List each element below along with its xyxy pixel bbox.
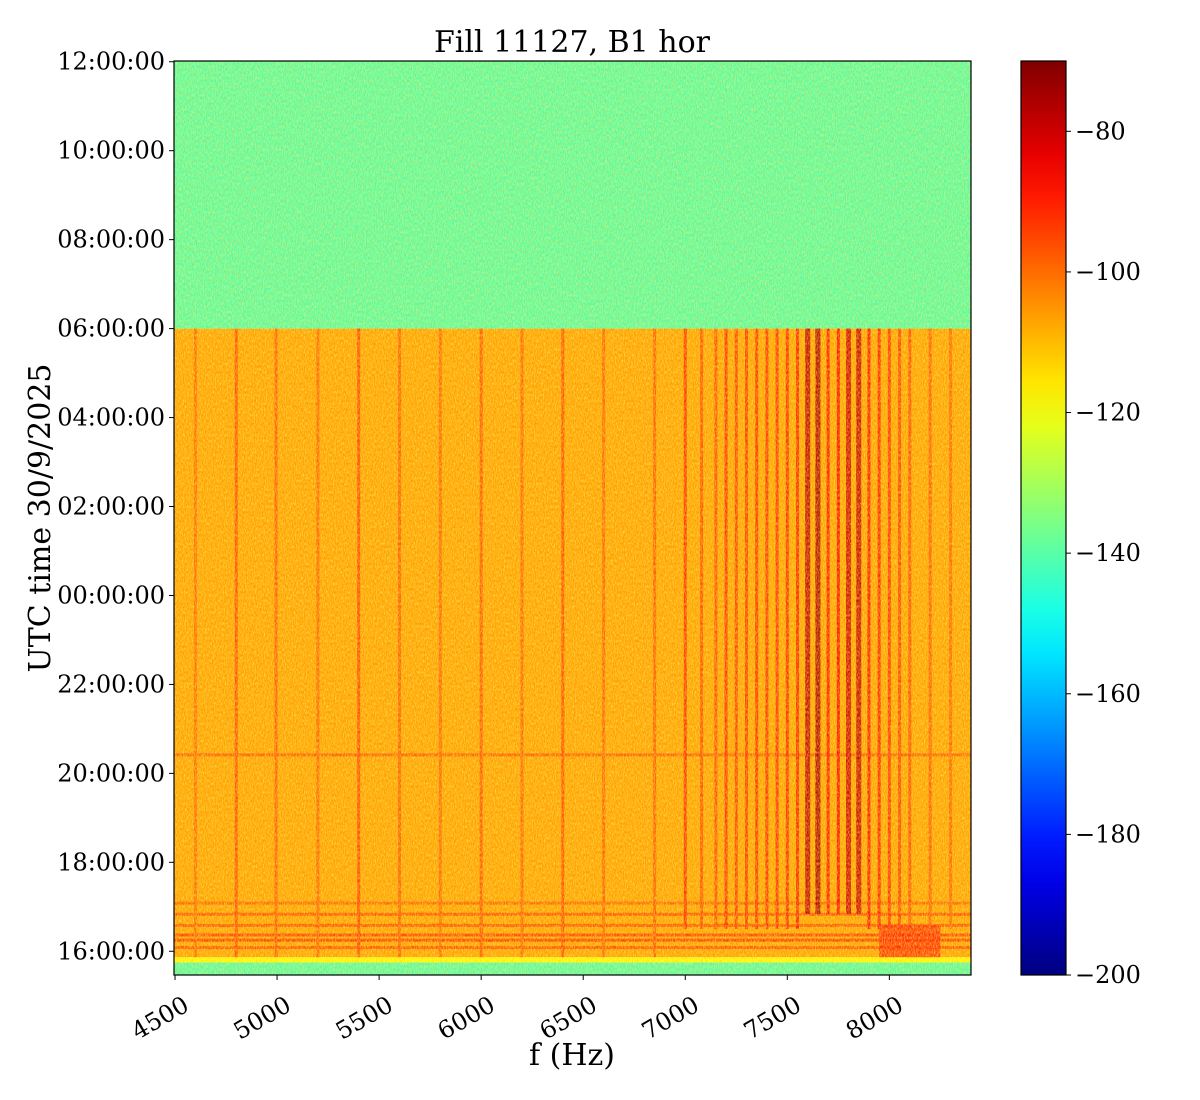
y-axis: 12:00:00 10:00:00 08:00:00 06:00:00 04:00:00… bbox=[57, 48, 174, 965]
x-axis-label: f (Hz) bbox=[529, 1038, 615, 1073]
colorbar-axis: −80 −100 −120 −140 −160 −180 −200 bbox=[1066, 117, 1141, 989]
x-tick-label: 7500 bbox=[739, 991, 806, 1046]
y-tick-label: 12:00:00 bbox=[57, 48, 165, 76]
x-tick-label: 5000 bbox=[229, 991, 296, 1046]
y-tick-label: 04:00:00 bbox=[57, 404, 165, 432]
noise-texture-2 bbox=[174, 61, 971, 975]
y-tick-label: 02:00:00 bbox=[57, 493, 165, 521]
colorbar-tick-label: −100 bbox=[1075, 258, 1141, 286]
colorbar-tick-label: −80 bbox=[1075, 117, 1126, 145]
y-tick-label: 20:00:00 bbox=[57, 759, 165, 787]
y-tick-label: 18:00:00 bbox=[57, 848, 165, 876]
y-tick-label: 00:00:00 bbox=[57, 581, 165, 609]
chart-title: Fill 11127, B1 hor bbox=[434, 25, 711, 60]
y-tick-label: 08:00:00 bbox=[57, 226, 165, 254]
colorbar-tick-label: −120 bbox=[1075, 399, 1141, 427]
y-axis-label: UTC time 30/9/2025 bbox=[23, 364, 58, 673]
x-tick-label: 8000 bbox=[841, 991, 908, 1046]
colorbar-tick-label: −180 bbox=[1075, 820, 1141, 848]
y-tick-label: 06:00:00 bbox=[57, 315, 165, 343]
colorbar bbox=[1020, 60, 1067, 976]
x-axis: 4500 5000 5500 6000 6500 7000 7500 8000 bbox=[127, 975, 908, 1045]
plot-area bbox=[174, 61, 971, 975]
y-tick-label: 22:00:00 bbox=[57, 670, 165, 698]
x-tick-label: 5500 bbox=[331, 991, 398, 1046]
colorbar-tick-label: −200 bbox=[1075, 961, 1141, 989]
colorbar-tick-label: −160 bbox=[1075, 680, 1141, 708]
x-tick-label: 7000 bbox=[637, 991, 704, 1046]
plot-frame bbox=[173, 60, 972, 976]
x-tick-label: 4500 bbox=[127, 991, 194, 1046]
y-tick-label: 16:00:00 bbox=[57, 937, 165, 965]
y-tick-label: 10:00:00 bbox=[57, 137, 165, 165]
colorbar-tick-label: −140 bbox=[1075, 539, 1141, 567]
x-tick-label: 6000 bbox=[433, 991, 500, 1046]
